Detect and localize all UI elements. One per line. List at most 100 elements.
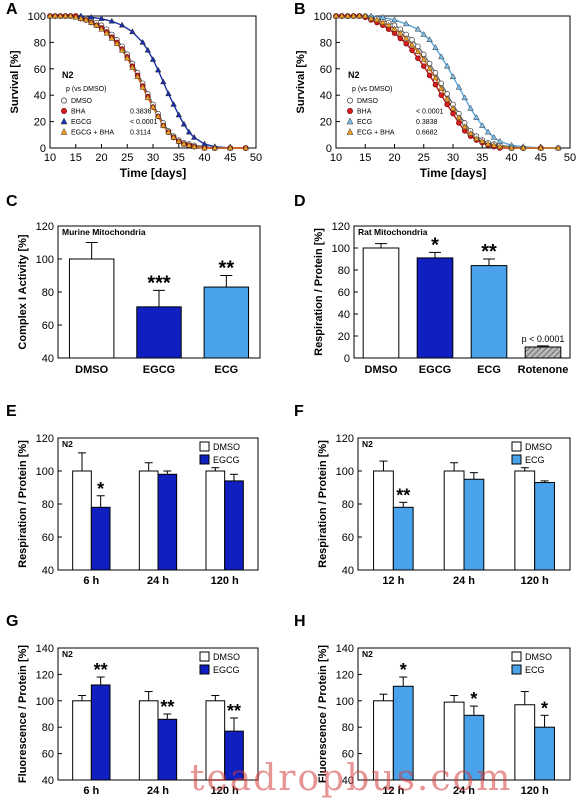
legend-header: p (vs DMSO) <box>66 86 106 93</box>
legend-label: BHA <box>357 109 372 116</box>
panel-b: B 0 20 40 60 80 100 Survival [%] 10 15 20 25 30 35 40 4… <box>294 1 576 180</box>
panel-letter: E <box>6 403 17 420</box>
bar <box>68 258 115 359</box>
bar <box>373 470 394 571</box>
data-point <box>118 46 126 53</box>
data-point <box>455 114 463 120</box>
legend-marker <box>347 97 353 104</box>
y-tick-label: 0 <box>40 143 46 155</box>
legend-swatch <box>511 651 522 662</box>
x-tick-label: 10 <box>44 152 56 164</box>
data-point <box>201 144 208 151</box>
x-category-label: EGCG <box>419 364 451 376</box>
bar <box>138 470 159 571</box>
panel-g: G 40 60 80 100 120 140 Fluorescence / Protein [… <box>6 613 259 797</box>
legend-swatch <box>199 441 210 452</box>
data-point <box>170 100 177 107</box>
data-point <box>144 46 152 53</box>
data-point <box>108 34 116 41</box>
data-point <box>391 16 398 23</box>
data-point <box>421 63 427 69</box>
data-point <box>51 12 59 19</box>
y-tick-label: 60 <box>342 532 354 544</box>
x-category-label: 120 h <box>521 575 549 587</box>
bar <box>72 700 92 781</box>
y-tick-label: 120 <box>36 433 54 445</box>
x-category-label: 24 h <box>147 785 169 797</box>
strain-label: N2 <box>362 439 373 449</box>
significance-stars: ** <box>227 701 241 721</box>
legend-label: ECG <box>357 119 372 126</box>
y-tick-label: 40 <box>42 775 54 787</box>
y-axis-label: Respiration / Protein [%] <box>313 228 325 356</box>
x-category-label: 6 h <box>83 785 99 797</box>
y-tick-label: 80 <box>42 499 54 511</box>
x-axis-label: Time [days] <box>420 166 486 180</box>
y-axis-label: Fluorescence / Protein [%] <box>317 645 329 783</box>
data-point <box>175 111 182 118</box>
significance-stars: * <box>97 479 104 499</box>
data-point <box>362 12 369 19</box>
x-tick-label: 35 <box>476 152 488 164</box>
x-category-label: 24 h <box>147 575 169 587</box>
bar <box>157 718 178 781</box>
x-tick-label: 35 <box>173 152 185 164</box>
data-point <box>160 78 167 85</box>
data-point <box>467 129 474 136</box>
x-category-label: DMSO <box>75 364 108 376</box>
data-point <box>449 73 457 79</box>
y-tick-label: 80 <box>34 37 46 49</box>
data-point <box>118 21 126 28</box>
y-tick-label: 60 <box>320 64 332 76</box>
data-point <box>77 15 85 21</box>
data-point <box>385 21 392 28</box>
data-point <box>367 15 375 21</box>
x-axis-label: Time [days] <box>120 166 186 180</box>
y-axis-label: Survival [%] <box>295 50 307 113</box>
data-point <box>190 133 198 140</box>
y-tick-label: 100 <box>36 254 54 266</box>
y-tick-label: 120 <box>336 433 354 445</box>
bar <box>416 257 454 359</box>
data-point <box>420 56 427 62</box>
data-point <box>165 128 172 135</box>
legend-swatch <box>199 454 210 465</box>
legend-label: EGCG <box>71 119 92 126</box>
y-tick-label: 60 <box>342 749 354 761</box>
data-point <box>93 21 100 28</box>
data-point <box>490 141 498 148</box>
y-axis-label: Respiration / Protein [%] <box>17 440 29 568</box>
data-point <box>344 12 351 19</box>
data-point <box>108 17 116 24</box>
bar <box>514 470 536 571</box>
bar <box>224 480 244 571</box>
data-point <box>432 70 439 76</box>
data-point <box>461 123 468 130</box>
legend-label: DMSO <box>525 442 552 452</box>
x-tick-label: 30 <box>147 152 159 164</box>
data-point <box>508 144 515 151</box>
legend-label: ECG <box>525 665 545 675</box>
legend-p-value: 0.3836 <box>130 109 152 116</box>
y-tick-label: 140 <box>336 643 354 655</box>
y-tick-label: 20 <box>320 117 332 129</box>
strain-label: N2 <box>348 70 360 80</box>
y-tick-label: 0 <box>326 143 332 155</box>
strain-label: N2 <box>362 649 373 659</box>
data-point <box>456 120 462 126</box>
data-point <box>519 144 527 151</box>
data-point <box>379 19 387 25</box>
data-point <box>385 26 392 32</box>
data-point <box>62 12 69 19</box>
data-point <box>332 12 340 19</box>
x-category-label: 24 h <box>453 785 475 797</box>
y-tick-label: 100 <box>36 696 54 708</box>
data-point <box>180 140 188 147</box>
y-tick-label: 80 <box>342 499 354 511</box>
legend-marker <box>61 108 67 114</box>
data-point <box>409 37 415 43</box>
y-tick-label: 100 <box>332 243 350 255</box>
data-point <box>98 25 105 32</box>
data-point <box>170 133 177 140</box>
